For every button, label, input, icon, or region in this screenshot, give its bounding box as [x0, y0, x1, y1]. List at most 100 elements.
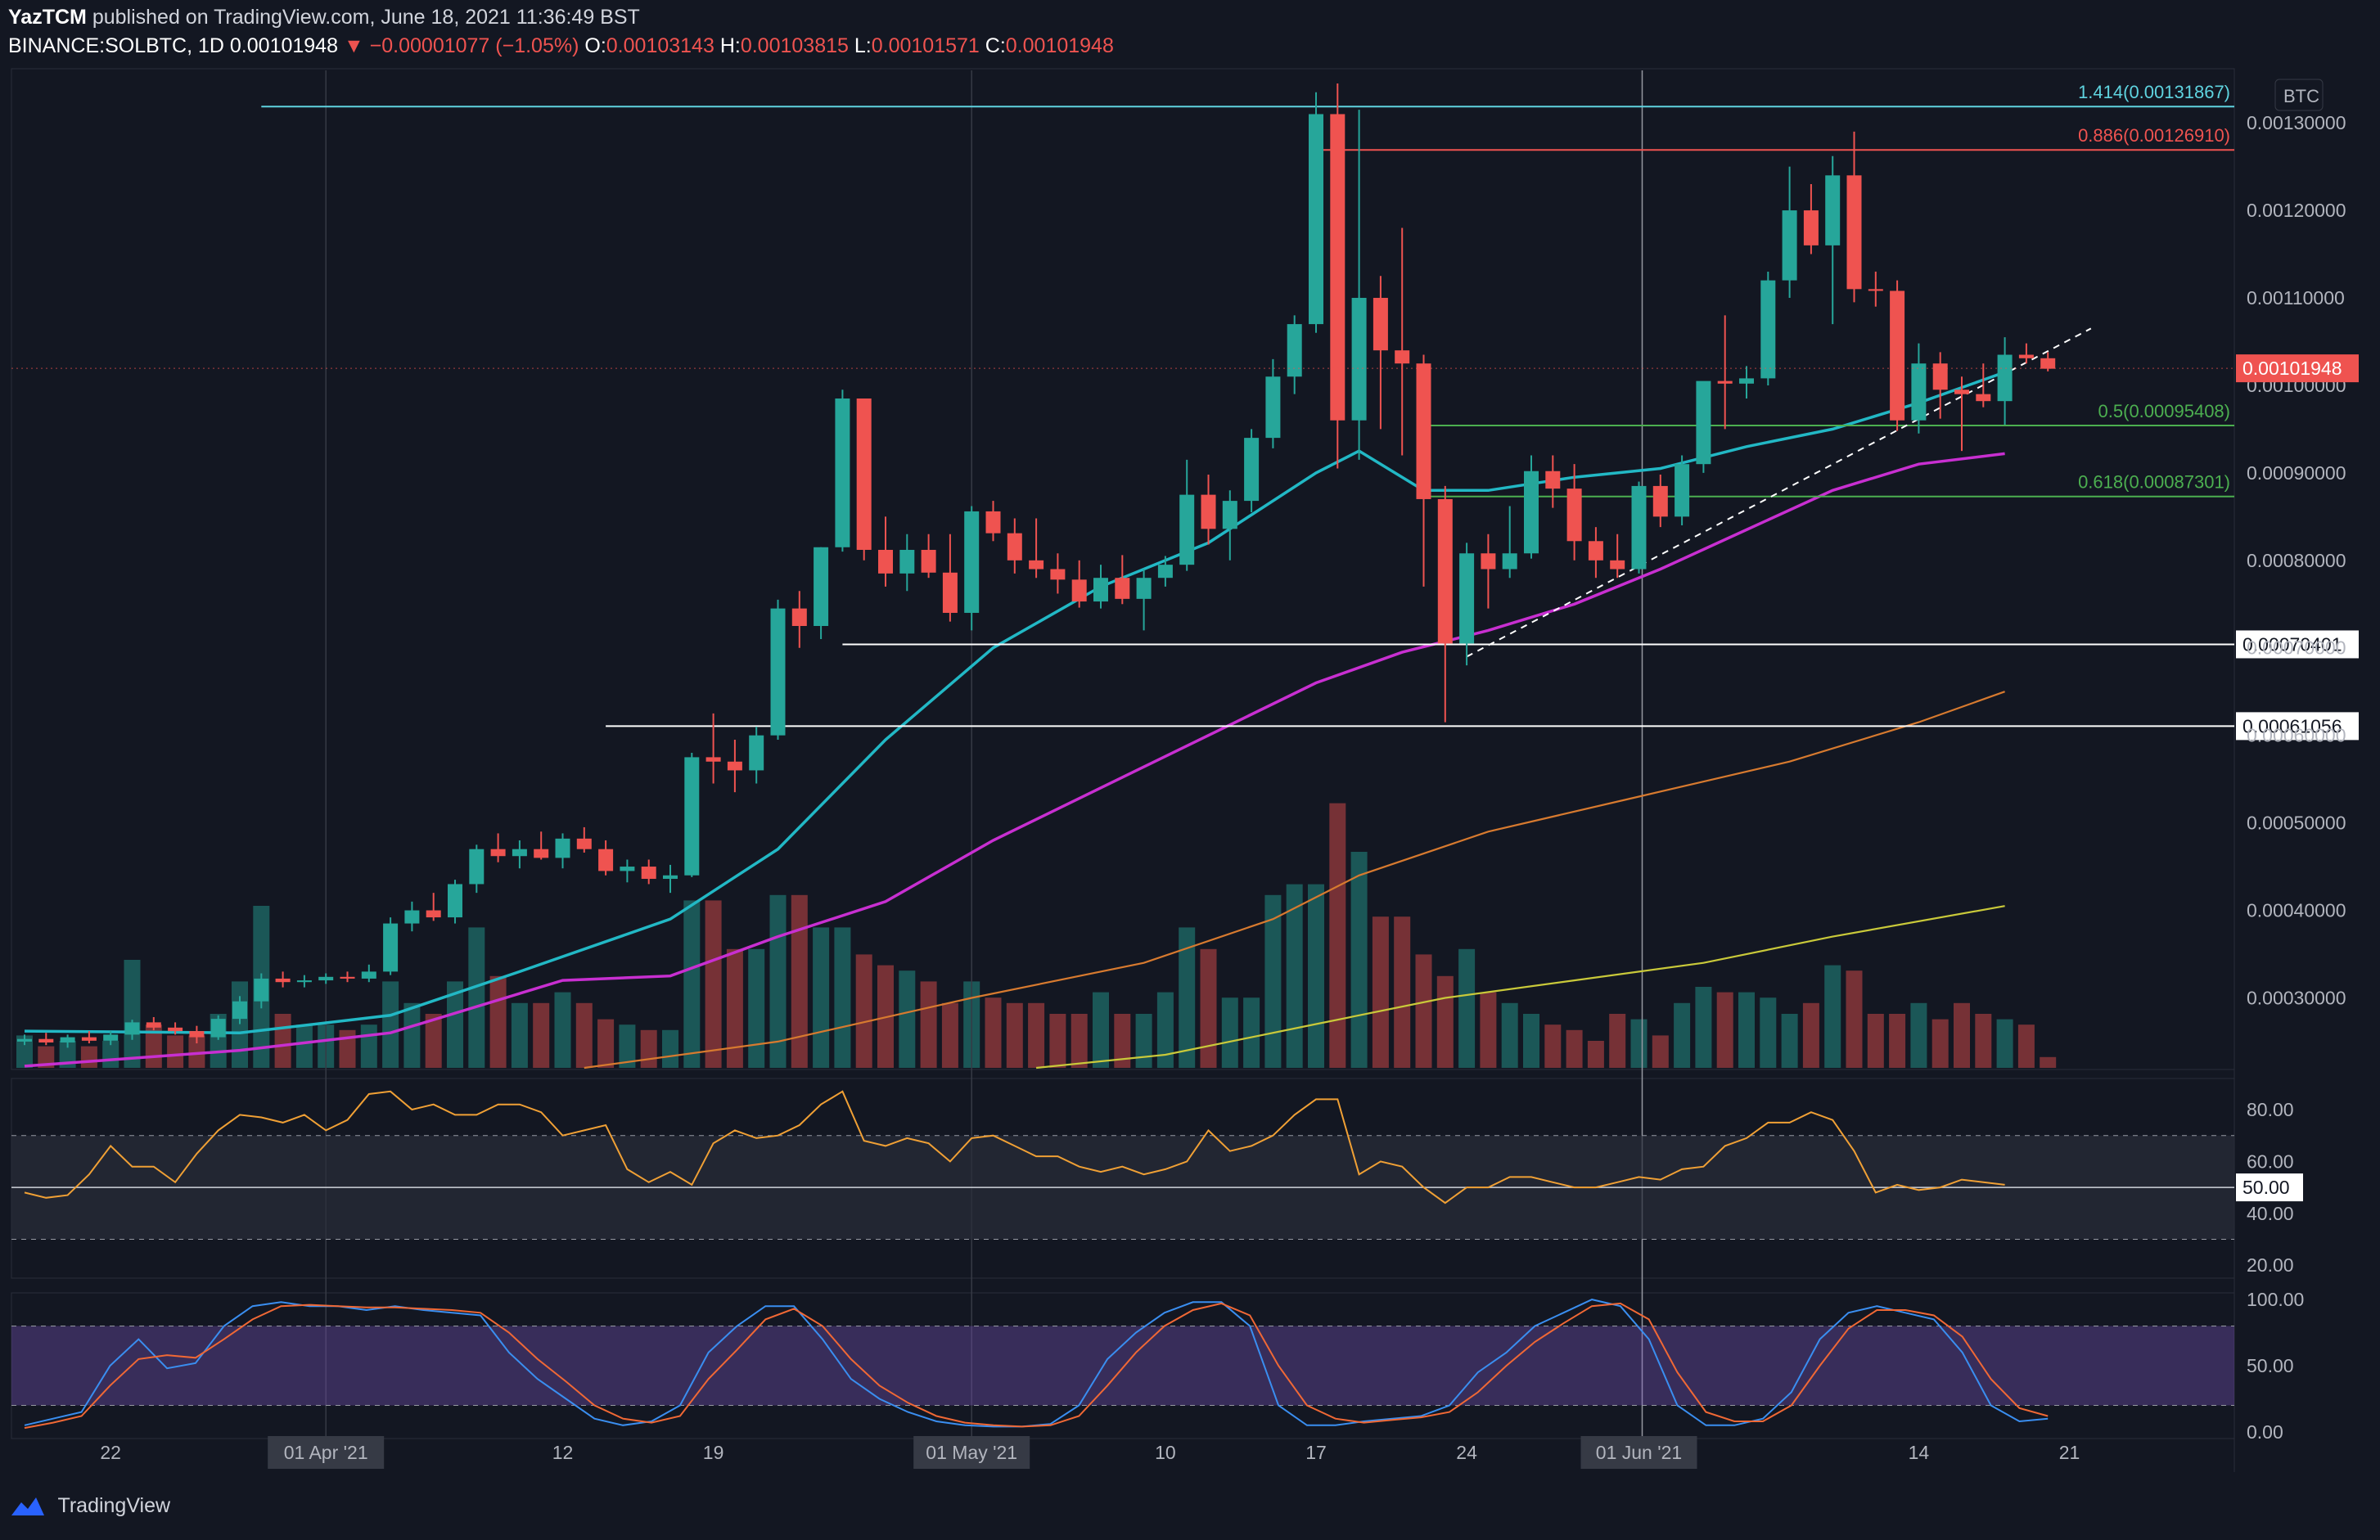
candle[interactable]	[1287, 315, 1302, 394]
candle-body	[1287, 324, 1302, 377]
symbol-label[interactable]: BINANCE:SOLBTC, 1D	[8, 34, 224, 57]
candle[interactable]	[404, 901, 420, 932]
candle[interactable]	[1954, 376, 1969, 452]
candle[interactable]	[146, 1016, 161, 1031]
candle[interactable]	[1868, 271, 1883, 307]
candle[interactable]	[38, 1033, 54, 1046]
candle[interactable]	[663, 864, 678, 894]
candle[interactable]	[1717, 315, 1733, 430]
candle[interactable]	[921, 534, 936, 579]
candle[interactable]	[1932, 352, 1948, 419]
candle[interactable]	[964, 506, 980, 631]
candle[interactable]	[232, 996, 247, 1024]
candle[interactable]	[598, 840, 614, 876]
candle[interactable]	[210, 1015, 226, 1040]
candle[interactable]	[1696, 380, 1711, 473]
candle[interactable]	[770, 599, 786, 741]
candle[interactable]	[1631, 481, 1647, 574]
author-name[interactable]: YazTCM	[8, 6, 87, 29]
candle[interactable]	[254, 973, 269, 1009]
candle[interactable]	[2040, 352, 2056, 371]
candle[interactable]	[189, 1025, 205, 1044]
candle[interactable]	[1846, 131, 1862, 303]
candle[interactable]	[1309, 92, 1323, 333]
candle[interactable]	[469, 844, 485, 894]
candle[interactable]	[620, 859, 635, 883]
candle[interactable]	[318, 973, 334, 984]
candle[interactable]	[878, 516, 893, 587]
candle[interactable]	[512, 840, 527, 869]
candle[interactable]	[103, 1031, 119, 1046]
candle[interactable]	[1566, 464, 1582, 561]
candle[interactable]	[1545, 455, 1561, 508]
candle[interactable]	[727, 740, 742, 793]
candle[interactable]	[1179, 459, 1195, 571]
candle[interactable]	[985, 501, 1001, 542]
candle[interactable]	[1115, 555, 1130, 605]
candle[interactable]	[1395, 227, 1410, 456]
candle[interactable]	[1997, 337, 2013, 426]
candle[interactable]	[1782, 166, 1797, 299]
candle[interactable]	[791, 591, 807, 648]
candle[interactable]	[1610, 534, 1625, 579]
candle[interactable]	[1502, 506, 1517, 579]
candle[interactable]	[1071, 560, 1087, 608]
candle[interactable]	[684, 753, 700, 877]
candle[interactable]	[1675, 455, 1690, 526]
candle[interactable]	[1739, 366, 1754, 399]
candle[interactable]	[168, 1022, 183, 1035]
candle[interactable]	[942, 534, 958, 622]
candle[interactable]	[275, 971, 291, 988]
candle[interactable]	[1976, 363, 1991, 408]
tradingview-logo[interactable]: TradingView	[10, 1494, 170, 1519]
candle[interactable]	[1588, 527, 1603, 579]
candle[interactable]	[1265, 358, 1281, 448]
candle[interactable]	[1201, 475, 1216, 545]
candle[interactable]	[361, 964, 376, 983]
candle[interactable]	[1093, 565, 1108, 609]
candle[interactable]	[1351, 110, 1367, 460]
candle[interactable]	[1373, 276, 1388, 430]
candle[interactable]	[1524, 455, 1539, 559]
candle[interactable]	[1911, 343, 1927, 434]
candle[interactable]	[1136, 569, 1152, 631]
candle[interactable]	[576, 826, 592, 853]
candle[interactable]	[814, 547, 829, 640]
candle[interactable]	[1803, 184, 1819, 254]
candle[interactable]	[1029, 518, 1044, 579]
candle[interactable]	[856, 398, 872, 561]
candle[interactable]	[60, 1034, 75, 1048]
candle[interactable]	[383, 917, 399, 975]
candle[interactable]	[2018, 343, 2034, 364]
candle[interactable]	[1416, 354, 1431, 587]
candle[interactable]	[749, 726, 764, 784]
candle[interactable]	[1244, 429, 1260, 512]
candle[interactable]	[1437, 485, 1453, 723]
candle[interactable]	[81, 1031, 97, 1044]
candle[interactable]	[705, 713, 721, 784]
candle[interactable]	[1050, 553, 1066, 594]
candle[interactable]	[641, 859, 656, 885]
candle[interactable]	[1760, 271, 1776, 385]
candle[interactable]	[490, 833, 506, 862]
candle[interactable]	[124, 1020, 140, 1040]
candle[interactable]	[1825, 155, 1841, 325]
candle[interactable]	[296, 975, 312, 988]
candle[interactable]	[835, 390, 850, 552]
candle[interactable]	[534, 831, 549, 860]
candle[interactable]	[448, 880, 462, 924]
candle[interactable]	[1481, 534, 1496, 609]
candle[interactable]	[899, 534, 915, 592]
candle[interactable]	[1007, 518, 1022, 574]
candle[interactable]	[1222, 490, 1237, 561]
candle[interactable]	[340, 971, 355, 983]
candle[interactable]	[1890, 280, 1905, 431]
candle[interactable]	[1330, 83, 1346, 469]
candle[interactable]	[1157, 556, 1173, 587]
candle[interactable]	[555, 833, 570, 869]
candle[interactable]	[1652, 475, 1668, 528]
candle[interactable]	[426, 893, 441, 921]
candle[interactable]	[1459, 543, 1475, 666]
candle[interactable]	[17, 1034, 32, 1046]
